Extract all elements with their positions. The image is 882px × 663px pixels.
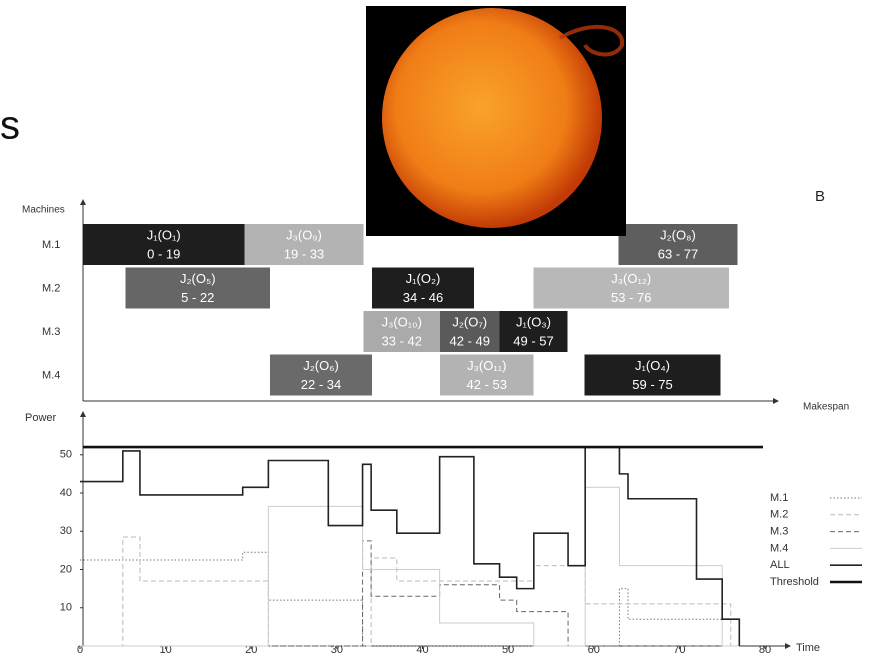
task-range: 34 - 46 xyxy=(403,290,443,305)
x-tick-label: 10 xyxy=(160,644,172,656)
task-range: 22 - 34 xyxy=(301,377,341,392)
power-chart: Power Time 10 20 30 40 50 0 10 20 30 40 50 60 70 80 M.1 M… xyxy=(25,411,862,656)
task-bar xyxy=(372,267,474,309)
series-line xyxy=(80,536,740,647)
task-name: J₃(O₁₁) xyxy=(467,358,506,373)
series-line xyxy=(80,551,740,647)
task-bar xyxy=(83,224,245,265)
y-tick-label: 40 xyxy=(60,487,72,499)
series-line xyxy=(80,540,740,647)
task-name: J₁(O₂) xyxy=(406,271,441,286)
task-name: J₃(O₉) xyxy=(286,227,322,242)
task-name: J₃(O₁₀) xyxy=(382,314,422,329)
task-name: J₃(O₁₂) xyxy=(611,271,651,286)
task-bar xyxy=(440,311,500,352)
x-tick-label: 50 xyxy=(502,644,514,656)
task-range: 42 - 53 xyxy=(467,377,507,392)
task-range: 33 - 42 xyxy=(382,333,422,348)
y-tick-label: M.2 xyxy=(42,282,60,294)
task-name: J₂(O₇) xyxy=(452,314,487,329)
legend-label: ALL xyxy=(770,559,790,571)
legend-label: M.2 xyxy=(770,509,788,521)
task-range: 19 - 33 xyxy=(284,246,324,261)
legend-label: M.1 xyxy=(770,492,788,504)
task-name: J₁(O₄) xyxy=(635,358,670,373)
task-bar xyxy=(363,311,440,352)
x-tick-label: 20 xyxy=(245,644,257,656)
y-tick-label: 10 xyxy=(60,602,72,614)
task-bar xyxy=(533,267,729,309)
task-range: 0 - 19 xyxy=(147,246,180,261)
x-tick-label: 80 xyxy=(759,644,771,656)
x-axis-label: Makespan xyxy=(803,402,849,413)
y-tick-label: 30 xyxy=(60,525,72,537)
fragment-text: B xyxy=(815,188,825,205)
task-bar xyxy=(584,354,721,396)
series-line xyxy=(80,486,740,647)
y-tick-label: M.4 xyxy=(42,369,60,381)
task-range: 5 - 22 xyxy=(181,290,214,305)
legend-label: M.4 xyxy=(770,542,788,554)
task-range: 53 - 76 xyxy=(611,290,651,305)
x-tick-label: 30 xyxy=(331,644,343,656)
gantt-chart: Machines Makespan M.1 M.2 M.3 M.4 J₁(O₁) 0 - 19… xyxy=(22,199,849,413)
task-bar xyxy=(499,311,568,352)
y-tick-label: M.1 xyxy=(42,239,60,251)
task-bar xyxy=(270,354,372,396)
fragment-text: s xyxy=(0,104,20,148)
y-axis-label: Machines xyxy=(22,205,65,216)
y-tick-label: 20 xyxy=(60,563,72,575)
y-tick-label: 50 xyxy=(60,449,72,461)
task-name: J₁(O₃) xyxy=(516,314,551,329)
x-tick-label: 40 xyxy=(416,644,428,656)
task-name: J₂(O₈) xyxy=(660,227,696,242)
task-bar xyxy=(125,267,270,309)
x-tick-label: 70 xyxy=(673,644,685,656)
task-name: J₁(O₁) xyxy=(147,227,181,242)
task-range: 49 - 57 xyxy=(513,333,553,348)
task-bar xyxy=(618,224,738,265)
task-name: J₂(O₆) xyxy=(303,358,339,373)
y-tick-label: M.3 xyxy=(42,326,60,338)
x-tick-label: 60 xyxy=(588,644,600,656)
x-tick-label: 0 xyxy=(77,644,83,656)
task-bar xyxy=(244,224,364,265)
legend-label: M.3 xyxy=(770,526,788,538)
task-range: 42 - 49 xyxy=(450,333,490,348)
task-name: J₂(O₅) xyxy=(180,271,216,286)
task-bar xyxy=(440,354,534,396)
sun-photo xyxy=(366,6,626,236)
x-axis-label: Time xyxy=(796,642,820,654)
series-line xyxy=(80,446,741,646)
task-range: 59 - 75 xyxy=(632,377,672,392)
task-range: 63 - 77 xyxy=(658,246,698,261)
y-axis-label: Power xyxy=(25,412,57,424)
legend-label: Threshold xyxy=(770,576,819,588)
